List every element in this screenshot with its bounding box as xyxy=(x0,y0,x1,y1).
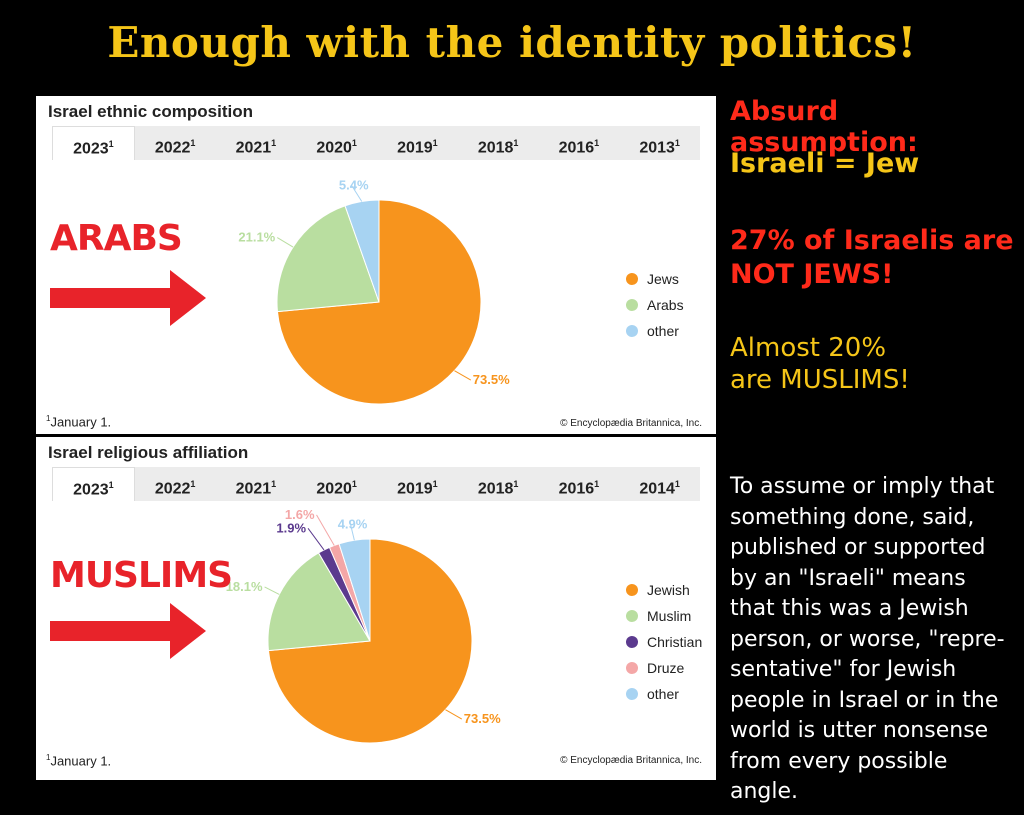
legend-item: Jews xyxy=(626,266,684,292)
legend: Jews Arabs other xyxy=(626,266,684,344)
data-label: 4.9% xyxy=(338,516,368,531)
leader-line xyxy=(351,185,363,202)
data-label: 1.9% xyxy=(276,520,306,535)
legend-item: other xyxy=(626,681,702,707)
panel-title: Israel religious affiliation xyxy=(48,443,249,462)
tab-2020[interactable]: 20201 xyxy=(316,138,357,157)
leader-line xyxy=(445,709,463,720)
pie-slice-muslim xyxy=(267,552,371,652)
paragraph-line: something done, said, xyxy=(730,504,975,530)
paragraph-line: from every possible angle. xyxy=(730,748,948,805)
arabs-overlay-label: ARABS xyxy=(50,218,183,259)
credit: © Encyclopædia Britannica, Inc. xyxy=(560,418,702,429)
tab-2019[interactable]: 20191 xyxy=(397,138,438,157)
data-label: 73.5% xyxy=(473,372,510,387)
legend-item: Arabs xyxy=(626,292,684,318)
legend-swatch xyxy=(626,636,638,648)
paragraph-line: people in Israel or in the xyxy=(730,687,999,713)
legend-label: Arabs xyxy=(647,297,684,313)
israeli-jew-text: Israeli = Jew xyxy=(730,148,920,179)
data-label: 5.4% xyxy=(339,178,369,193)
religion-pie-chart: 73.5% 18.1% 1.9%1.6% 4.9% xyxy=(226,507,501,744)
year-tabs: 20231 20221 20211 20201 20191 20181 20161 20141 xyxy=(52,467,700,501)
legend-label: Jewish xyxy=(647,582,690,598)
explanation-paragraph: To assume or imply that something done, s… xyxy=(730,472,1020,808)
paragraph-line: world is utter nonsense xyxy=(730,718,989,743)
tab-2018[interactable]: 20181 xyxy=(477,138,519,157)
red-arrow-icon xyxy=(50,603,206,659)
tab-2022[interactable]: 20221 xyxy=(154,138,196,157)
legend-swatch xyxy=(626,325,638,337)
tab-2018[interactable]: 20181 xyxy=(477,479,519,498)
leader-line xyxy=(350,524,355,541)
tab-2020[interactable]: 20201 xyxy=(316,479,357,498)
pie-slice-other xyxy=(344,199,380,303)
paragraph-line: To assume or imply that xyxy=(730,474,995,499)
leader-line xyxy=(307,528,325,551)
paragraph-line: sentative" for Jewish xyxy=(730,657,957,682)
leader-line xyxy=(316,514,335,546)
panel-title: Israel ethnic composition xyxy=(48,102,253,121)
data-label: 18.1% xyxy=(226,579,263,594)
legend-swatch xyxy=(626,299,638,311)
legend-label: other xyxy=(647,686,679,702)
ethnic-pie-chart: 73.5% 21.1% 5.4% xyxy=(238,178,510,405)
tab-2013[interactable]: 20131 xyxy=(639,138,680,157)
paragraph-line: by an "Israeli" means xyxy=(730,565,966,591)
legend-swatch xyxy=(626,584,638,596)
legend-swatch xyxy=(626,662,638,674)
ethnic-composition-panel: Israel ethnic composition 20231 20221 2021… xyxy=(36,96,716,434)
red-arrow-icon xyxy=(50,270,206,326)
legend: Jewish Muslim Christian Druze other xyxy=(626,577,702,707)
tab-2021[interactable]: 20211 xyxy=(235,138,277,157)
leader-line xyxy=(264,586,280,595)
absurd-assumption-heading: Absurd assumption: xyxy=(730,96,918,158)
legend-swatch xyxy=(626,610,638,622)
legend-label: Jews xyxy=(647,271,679,287)
paragraph-line: that this was a Jewish xyxy=(730,596,969,621)
legend-item: Muslim xyxy=(626,603,702,629)
pie-slice-arabs xyxy=(276,205,380,313)
footnote: 1January 1. xyxy=(46,753,112,769)
not-jews-text: 27% of Israelis are NOT JEWS! xyxy=(730,225,1014,290)
paragraph-line: published or supported xyxy=(730,535,986,560)
legend-item: Druze xyxy=(626,655,702,681)
tab-2016[interactable]: 20161 xyxy=(558,479,600,498)
data-label: 21.1% xyxy=(238,230,275,245)
paragraph-line: person, or worse, "repre- xyxy=(730,626,1005,652)
data-label: 73.5% xyxy=(464,711,501,726)
tab-2022[interactable]: 20221 xyxy=(154,479,196,498)
legend-item: other xyxy=(626,318,684,344)
footnote: 1January 1. xyxy=(46,414,112,430)
religious-affiliation-panel: Israel religious affiliation 20231 20221 2… xyxy=(36,437,716,780)
tab-2023[interactable]: 20231 xyxy=(52,126,135,160)
leader-line xyxy=(276,237,294,248)
leader-line xyxy=(454,370,472,381)
headline: Enough with the identity politics! xyxy=(107,18,917,67)
muslims-overlay-label: MUSLIMS xyxy=(50,555,233,596)
legend-label: Muslim xyxy=(647,608,692,624)
legend-label: Christian xyxy=(647,634,703,650)
legend-swatch xyxy=(626,273,638,285)
tab-2014[interactable]: 20141 xyxy=(639,479,680,498)
year-tabs: 20231 20221 20211 20201 20191 20181 20161 20131 xyxy=(52,126,700,160)
legend-label: other xyxy=(647,323,679,339)
legend-item: Christian xyxy=(626,629,702,655)
tab-2021[interactable]: 20211 xyxy=(235,479,277,498)
legend-label: Druze xyxy=(647,660,685,676)
legend-item: Jewish xyxy=(626,577,702,603)
legend-swatch xyxy=(626,688,638,700)
data-label: 1.6% xyxy=(285,507,315,522)
tab-2016[interactable]: 20161 xyxy=(558,138,600,157)
tab-2019[interactable]: 20191 xyxy=(397,479,438,498)
tab-2023[interactable]: 20231 xyxy=(52,467,135,501)
credit: © Encyclopædia Britannica, Inc. xyxy=(560,755,702,766)
muslims-text: Almost 20% are MUSLIMS! xyxy=(730,333,910,395)
